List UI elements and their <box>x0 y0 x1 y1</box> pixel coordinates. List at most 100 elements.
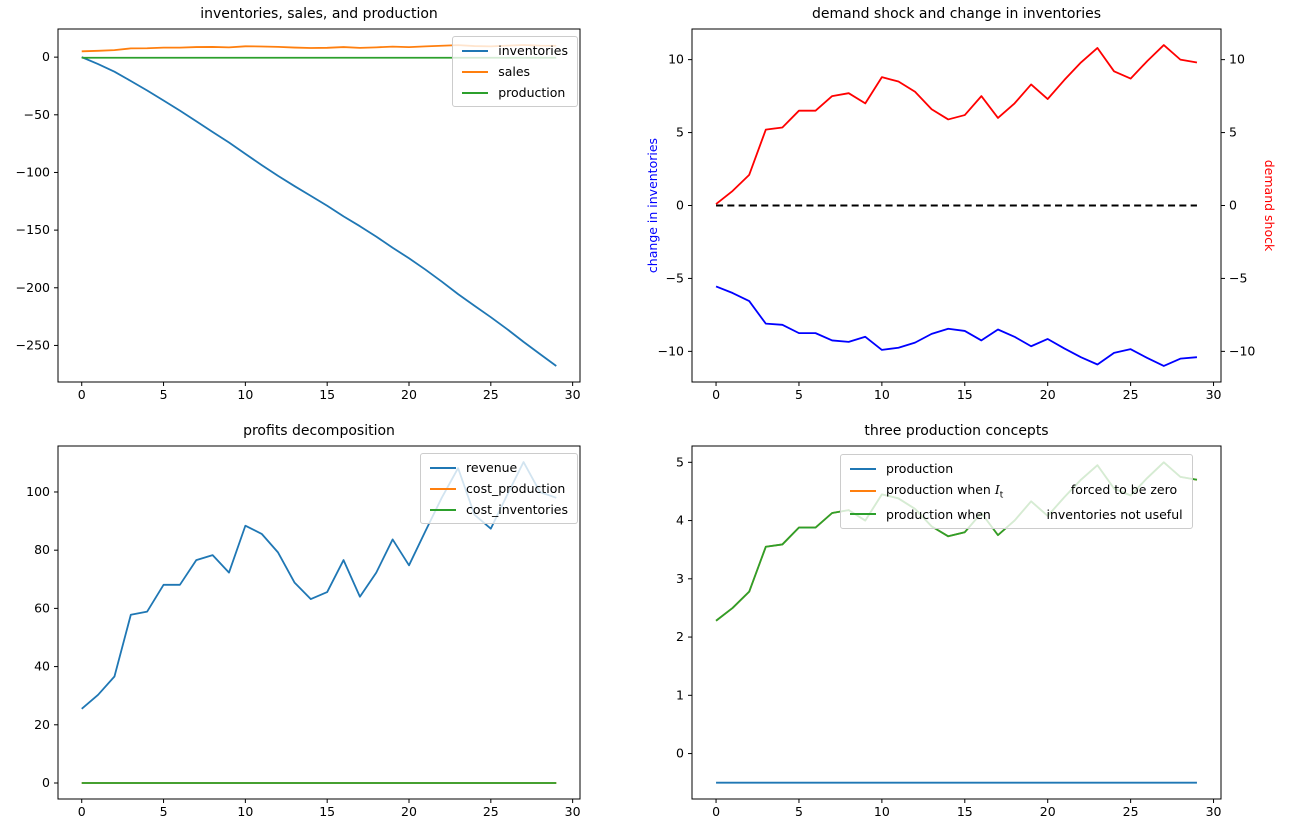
x-tick-label: 5 <box>160 387 168 402</box>
x-tick-label: 20 <box>401 804 417 819</box>
x-tick-label: 15 <box>957 387 973 402</box>
y-tick-label: 20 <box>34 717 50 732</box>
y-tick-label: 0 <box>42 49 50 64</box>
x-tick-label: 15 <box>319 387 335 402</box>
y-axis-label-right: demand shock <box>1262 160 1277 252</box>
y-tick-label: 1 <box>676 687 684 702</box>
x-tick-label: 10 <box>874 804 890 819</box>
x-tick-label: 15 <box>319 804 335 819</box>
chart-profits-decomposition: profits decomposition 0 5 10 15 20 25 30 0 20 40 6… <box>0 417 644 834</box>
legend-item: cost_production <box>430 481 568 496</box>
y-tick-label: 40 <box>34 659 50 674</box>
legend-item-label: production when inventories not useful <box>886 506 1183 522</box>
chart-title: demand shock and change in inventories <box>811 6 1102 22</box>
chart-title: three production concepts <box>864 423 1049 439</box>
x-tick-label: 0 <box>78 387 86 402</box>
legend: revenue cost_production cost_inventories <box>420 453 578 524</box>
legend-item: production when inventories not useful <box>850 507 1183 522</box>
x-tick-label: 10 <box>874 387 890 402</box>
x-tick-label: 10 <box>237 804 253 819</box>
x-tick-label: 25 <box>1123 804 1139 819</box>
x-tick-label: 5 <box>795 387 803 402</box>
legend-item-label: production <box>886 461 954 476</box>
legend-item-label: cost_production <box>466 481 566 496</box>
x-tick-label: 25 <box>1123 387 1139 402</box>
series-change-in-inventories-line <box>715 285 1198 367</box>
legend-item: inventories <box>462 43 568 58</box>
y-axis-label-left: change in inventories <box>645 138 660 273</box>
legend-item: revenue <box>430 460 568 475</box>
y-tick-label: 0 <box>676 746 684 761</box>
legend-item: production <box>462 85 568 100</box>
legend: production production when It forced to b… <box>840 454 1193 529</box>
axes-spines <box>57 28 581 383</box>
y-right-tick-label: −5 <box>1229 270 1247 285</box>
y-right-tick-label: 5 <box>1229 125 1237 140</box>
series-inventories-line <box>81 56 557 367</box>
x-tick-label: 25 <box>483 804 499 819</box>
y-tick-label: −50 <box>24 107 50 122</box>
x-tick-label: 0 <box>712 387 720 402</box>
x-tick-label: 15 <box>957 804 973 819</box>
y-tick-label: −200 <box>16 280 50 295</box>
y-tick-label: 0 <box>42 775 50 790</box>
legend-item: sales <box>462 64 568 79</box>
legend-item-label: sales <box>498 64 531 79</box>
x-tick-label: 0 <box>712 804 720 819</box>
legend-item: production when It forced to be zero <box>850 482 1183 501</box>
y-tick-label: 5 <box>676 125 684 140</box>
legend: inventories sales production <box>452 36 578 107</box>
x-tick-label: 25 <box>483 387 499 402</box>
legend-item: cost_inventories <box>430 502 568 517</box>
y-tick-label: 100 <box>26 484 50 499</box>
legend-line-swatch <box>850 513 876 515</box>
y-tick-label: 5 <box>676 454 684 469</box>
legend-item-label: production <box>498 85 566 100</box>
legend-item-label: cost_inventories <box>466 502 568 517</box>
y-tick-label: −5 <box>666 270 684 285</box>
y-tick-label: −100 <box>16 164 50 179</box>
x-tick-label: 10 <box>237 387 253 402</box>
y-right-tick-label: 10 <box>1229 52 1245 67</box>
legend-item: production <box>850 461 1183 476</box>
legend-item-label: production when It forced to be zero <box>886 482 1178 501</box>
legend-line-swatch <box>462 91 489 94</box>
legend-line-swatch <box>430 487 457 490</box>
y-tick-label: 3 <box>676 571 684 586</box>
y-tick-label: −150 <box>16 222 50 237</box>
x-tick-label: 30 <box>565 387 581 402</box>
x-tick-label: 20 <box>401 387 417 402</box>
y-right-tick-label: −10 <box>1229 343 1255 358</box>
x-tick-label: 5 <box>795 804 803 819</box>
y-tick-label: 2 <box>676 629 684 644</box>
y-tick-label: 80 <box>34 542 50 557</box>
plot-svg: 0 5 10 15 20 25 30 10 5 0 −5 −10 10 5 0 −5 −10 change in … <box>645 28 1277 402</box>
axes-spines <box>691 445 1222 800</box>
legend-line-swatch <box>850 490 876 493</box>
x-tick-label: 30 <box>1206 804 1222 819</box>
series-demand-shock-line <box>715 44 1198 205</box>
chart-title: inventories, sales, and production <box>200 6 438 22</box>
legend-line-swatch <box>430 466 457 469</box>
legend-item-label: revenue <box>466 460 518 475</box>
x-tick-label: 5 <box>160 804 168 819</box>
y-tick-label: 60 <box>34 600 50 615</box>
y-tick-label: −250 <box>16 337 50 352</box>
chart-three-production-concepts: three production concepts 0 5 10 15 20 25 30 0 1… <box>645 417 1289 834</box>
x-tick-label: 0 <box>78 804 86 819</box>
x-tick-label: 30 <box>1206 387 1222 402</box>
chart-title: profits decomposition <box>243 423 395 439</box>
x-tick-label: 30 <box>565 804 581 819</box>
y-tick-label: −10 <box>658 343 684 358</box>
chart-demand-shock-and-change-in-inventories: demand shock and change in inventories 0… <box>645 0 1289 417</box>
y-right-tick-label: 0 <box>1229 198 1237 213</box>
legend-line-swatch <box>850 467 876 470</box>
chart-inventories-sales-production: inventories, sales, and production 0 5 10 1… <box>0 0 644 417</box>
legend-line-swatch <box>462 49 489 52</box>
legend-item-label: inventories <box>498 43 568 58</box>
legend-line-swatch <box>430 508 457 511</box>
y-tick-label: 4 <box>676 513 684 528</box>
axes-spines <box>57 445 581 800</box>
x-tick-label: 20 <box>1040 804 1056 819</box>
